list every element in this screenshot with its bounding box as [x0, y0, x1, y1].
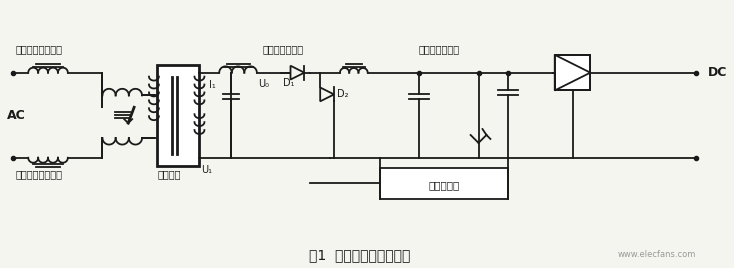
Text: U₀: U₀: [258, 80, 269, 90]
Text: D₂: D₂: [337, 90, 349, 99]
Text: www.elecfans.com: www.elecfans.com: [617, 250, 696, 259]
Text: 主变压器: 主变压器: [158, 170, 181, 180]
Bar: [379, 168, 508, 199]
Text: 图1  开关电源线路示意图: 图1 开关电源线路示意图: [309, 248, 410, 262]
Text: 平滑输出滤波图: 平滑输出滤波图: [418, 44, 459, 54]
Text: 差模抗干扰滤波图: 差模抗干扰滤波图: [15, 44, 62, 54]
Text: U₁: U₁: [201, 165, 212, 174]
Text: 可饱和磁放大器: 可饱和磁放大器: [262, 44, 303, 54]
Text: I₁: I₁: [209, 80, 216, 91]
Text: 共模抗干扰滤波图: 共模抗干扰滤波图: [15, 170, 62, 180]
Text: DC: DC: [708, 66, 727, 79]
Text: 尖峰抑制器: 尖峰抑制器: [428, 180, 459, 191]
Bar: [157, 65, 200, 166]
Bar: [555, 55, 590, 91]
Text: D₁: D₁: [283, 79, 294, 88]
Text: AC: AC: [7, 109, 25, 122]
